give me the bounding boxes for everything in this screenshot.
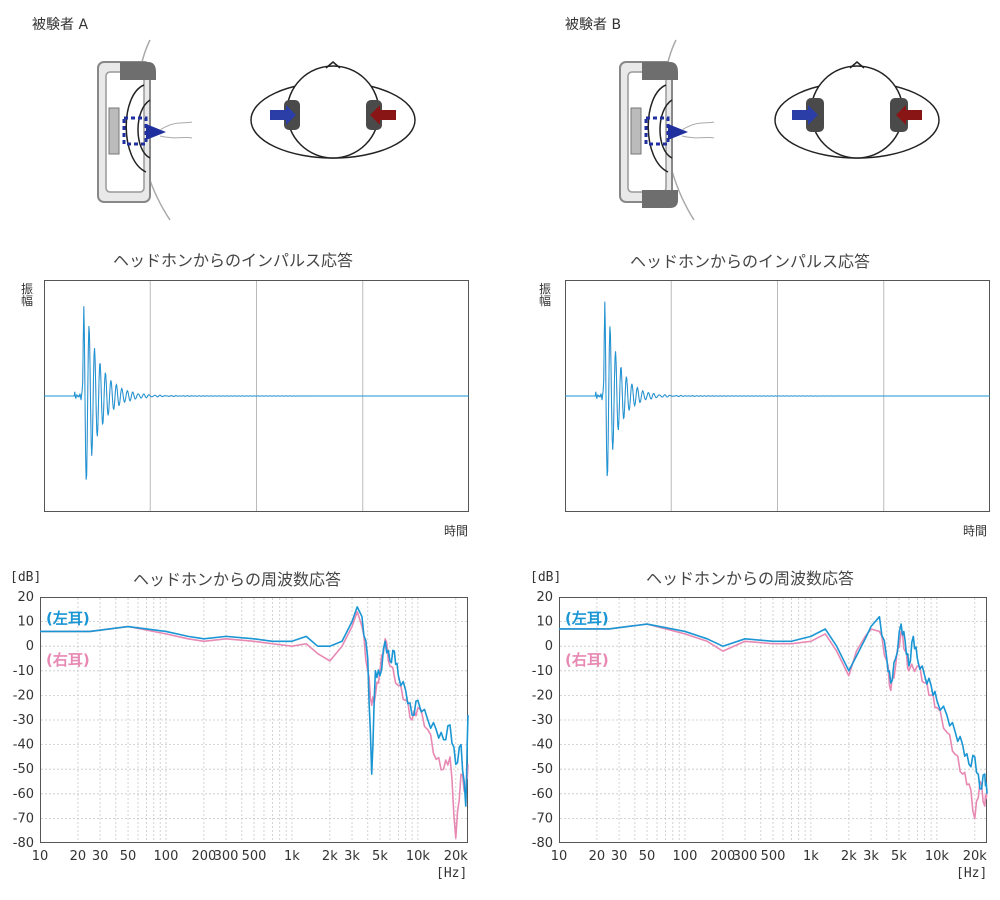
impulse-title-a: ヘッドホンからのインパルス応答 (112, 251, 353, 270)
freq-xunit-b: [Hz] (956, 866, 988, 881)
freq-xtick-label: 20k (444, 849, 469, 864)
freq-yunit-b: [dB] (530, 570, 562, 585)
freq-xtick-label: 500 (761, 849, 786, 864)
freq-ytick-label: -10 (13, 664, 34, 679)
freq-xtick-label: 50 (639, 849, 656, 864)
subject-b-label: 被験者 B (565, 17, 622, 33)
freq-xtick-label: 300 (214, 849, 239, 864)
impulse-series-left (44, 306, 470, 480)
freq-series-left-ear (40, 606, 469, 807)
freq-xtick-label: 30 (611, 849, 628, 864)
freq-xtick-label: 2k (322, 849, 338, 864)
impulse-xlabel-b: 時間 (963, 524, 988, 538)
legend-left-ear: (左耳) (565, 610, 609, 628)
freq-xunit-a: [Hz] (436, 866, 468, 881)
freq-xtick-label: 2k (841, 849, 857, 864)
subject-a-label: 被験者 A (32, 17, 89, 33)
impulse-chart-b (565, 280, 991, 512)
freq-xtick-label: 100 (154, 849, 179, 864)
freq-xtick-label: 20k (963, 849, 988, 864)
freq-xtick-label: 3k (344, 849, 360, 864)
arrow-left-icon (896, 105, 922, 125)
legend-left-ear: (左耳) (46, 610, 90, 628)
freq-ytick-label: 10 (536, 615, 553, 630)
legend-right-ear: (右耳) (565, 651, 609, 669)
freq-ytick-label: -70 (13, 811, 34, 826)
freq-ytick-label: 10 (17, 615, 34, 630)
arrow-right-icon (270, 105, 296, 125)
freq-xtick-label: 200 (710, 849, 735, 864)
freq-ytick-label: -10 (532, 664, 553, 679)
freq-ytick-label: 20 (17, 590, 34, 605)
freq-xtick-label: 20 (589, 849, 606, 864)
freq-xtick-label: 30 (92, 849, 109, 864)
freq-xtick-label: 3k (863, 849, 879, 864)
impulse-xlabel-a: 時間 (444, 524, 469, 538)
freq-xtick-label: 5k (372, 849, 388, 864)
impulse-series-left (565, 301, 991, 477)
freq-xtick-label: 20 (70, 849, 87, 864)
freq-title-b: ヘッドホンからの周波数応答 (645, 569, 854, 588)
freq-xtick-label: 50 (120, 849, 137, 864)
headphone-side-view-a (97, 39, 193, 221)
impulse-ylabel-a: 振幅 (20, 282, 33, 308)
freq-ytick-label: -30 (13, 713, 34, 728)
freq-xtick-label: 1k (284, 849, 300, 864)
freq-xtick-label: 10 (551, 849, 568, 864)
freq-ytick-label: -60 (13, 787, 34, 802)
impulse-chart-a (44, 280, 470, 512)
freq-xtick-label: 5k (891, 849, 907, 864)
freq-ytick-label: -80 (13, 836, 34, 851)
freq-series-left-ear (559, 615, 988, 794)
freq-ytick-label: -40 (532, 738, 553, 753)
headphone-side-view-b (619, 39, 715, 221)
freq-ytick-label: -50 (532, 762, 553, 777)
freq-series-right-ear (40, 610, 469, 839)
arrow-right-icon (792, 105, 818, 125)
legend-right-ear: (右耳) (46, 651, 90, 669)
freq-ytick-label: -40 (13, 738, 34, 753)
impulse-title-b: ヘッドホンからのインパルス応答 (629, 252, 870, 271)
freq-ytick-label: -70 (532, 811, 553, 826)
freq-ytick-label: -50 (13, 762, 34, 777)
freq-xtick-label: 500 (242, 849, 267, 864)
freq-xtick-label: 10k (406, 849, 431, 864)
freq-ytick-label: 0 (545, 639, 553, 654)
freq-xtick-label: 100 (673, 849, 698, 864)
freq-ytick-label: -80 (532, 836, 553, 851)
head-top-view-b (774, 61, 940, 159)
freq-xtick-label: 10k (925, 849, 950, 864)
head-top-view-a (250, 61, 416, 159)
impulse-ylabel-b: 振幅 (538, 282, 551, 308)
freq-xtick-label: 200 (191, 849, 216, 864)
freq-title-a: ヘッドホンからの周波数応答 (132, 570, 341, 589)
freq-ytick-label: -20 (13, 688, 34, 703)
freq-xtick-label: 300 (733, 849, 758, 864)
arrow-left-icon (370, 105, 396, 125)
freq-series-right-ear (559, 623, 988, 820)
freq-ytick-label: -30 (532, 713, 553, 728)
freq-ytick-label: -60 (532, 787, 553, 802)
freq-yunit-a: [dB] (10, 570, 42, 585)
freq-xtick-label: 10 (32, 849, 49, 864)
freq-ytick-label: 0 (26, 639, 34, 654)
freq-xtick-label: 1k (803, 849, 819, 864)
freq-ytick-label: -20 (532, 688, 553, 703)
freq-ytick-label: 20 (536, 590, 553, 605)
